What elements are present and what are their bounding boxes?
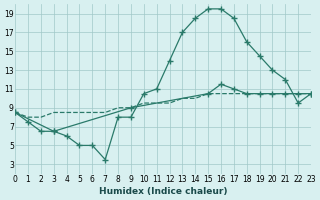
- X-axis label: Humidex (Indice chaleur): Humidex (Indice chaleur): [99, 187, 227, 196]
